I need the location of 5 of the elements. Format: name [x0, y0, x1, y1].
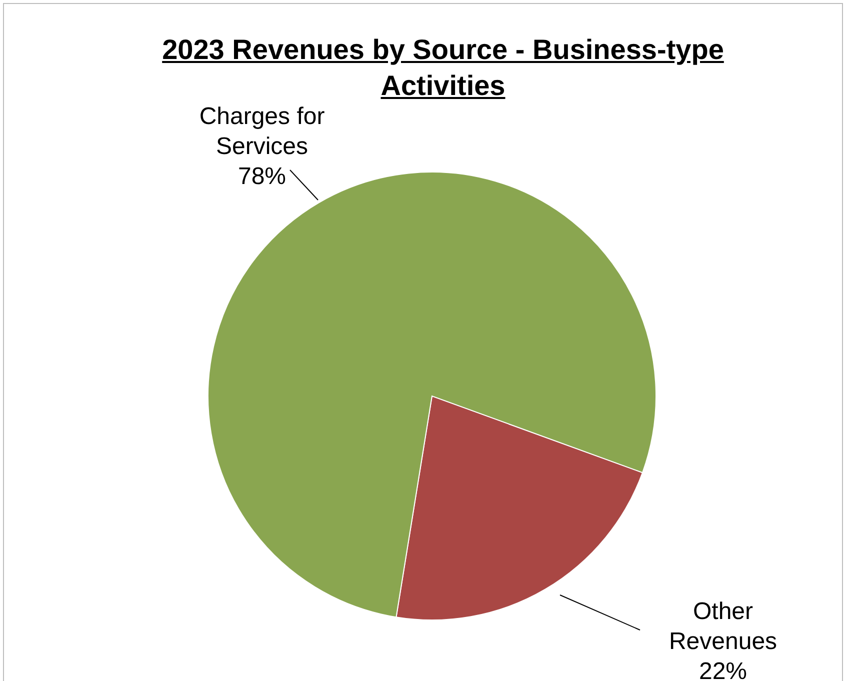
- data-label: 22%: [698, 658, 748, 681]
- chart-title: 2023 Revenues by Source - Business-type Activities: [161, 33, 725, 103]
- slice-label: Other Revenues: [668, 598, 778, 655]
- slice-label: Charges for Services: [199, 103, 325, 160]
- data-label: 78%: [238, 163, 286, 190]
